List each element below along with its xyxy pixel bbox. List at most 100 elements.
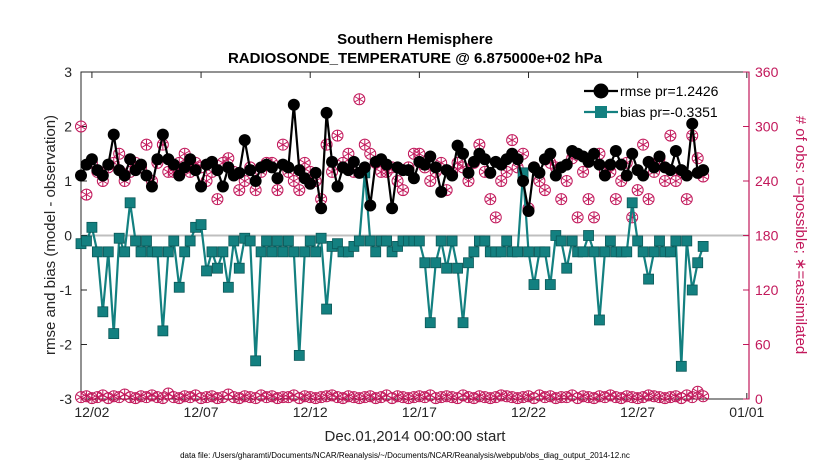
bias-point (195, 219, 207, 231)
obs-assimilated-point (207, 391, 217, 402)
bias-point (364, 235, 376, 247)
obs-assimilated-point (403, 393, 414, 404)
obs-assimilated-point (245, 392, 255, 403)
bias-point (102, 246, 114, 258)
obs-assimilated-point (141, 392, 152, 403)
obs-possible-point (293, 184, 306, 197)
bias-point (370, 246, 382, 258)
obs-assimilated-point (349, 392, 359, 403)
y-tick-label: 0 (64, 228, 72, 244)
bias-point (386, 246, 398, 258)
obs-assimilated-point (436, 392, 446, 403)
obs-assimilated-point (496, 390, 506, 401)
rmse-point (266, 161, 279, 174)
obs-possible-point (538, 184, 551, 197)
obs-assimilated-point (578, 391, 588, 402)
y-tick-label-right: 120 (755, 282, 779, 298)
rmse-point (326, 155, 339, 168)
obs-assimilated-point (502, 166, 512, 177)
obs-possible-point (396, 184, 409, 197)
obs-possible-point (233, 184, 246, 197)
bias-point (539, 246, 551, 258)
bias-point (86, 221, 98, 233)
bias-point (528, 279, 540, 290)
bias-point (233, 262, 245, 274)
bias-point (141, 235, 152, 247)
bias-point (468, 246, 480, 258)
rmse-point (593, 158, 606, 171)
obs-assimilated-point (545, 391, 555, 402)
bias-point (544, 279, 556, 290)
y-tick-label-right: 240 (755, 173, 779, 189)
obs-assimilated-point (360, 139, 370, 150)
y-tick-label-right: 300 (755, 119, 779, 135)
obs-assimilated-point (343, 148, 354, 159)
obs-assimilated-point (540, 185, 550, 196)
rmse-point (304, 177, 317, 190)
obs-possible-point (276, 138, 289, 151)
bias-point (157, 325, 169, 337)
rmse-point (151, 153, 164, 166)
obs-assimilated-point (321, 391, 332, 402)
bias-point (173, 281, 185, 293)
bias-point (648, 246, 660, 258)
rmse-point (424, 150, 437, 163)
y-tick-label: -3 (60, 391, 73, 407)
obs-possible-point (287, 175, 300, 187)
rmse-point (626, 147, 639, 160)
bias-point (381, 235, 393, 247)
obs-assimilated-point (300, 391, 310, 402)
obs-assimilated-point (507, 135, 517, 146)
bias-point (108, 328, 120, 340)
bias-point (681, 235, 693, 247)
rmse-point (244, 164, 257, 177)
legend-rmse-label: rmse pr=1.2426 (620, 83, 719, 99)
bias-point (452, 262, 463, 274)
obs-assimilated-point (513, 393, 523, 404)
obs-possible-point (489, 211, 502, 224)
obs-assimilated-point (338, 393, 348, 404)
obs-assimilated-point (507, 392, 517, 403)
bias-point (599, 246, 611, 258)
obs-assimilated-point (594, 391, 605, 402)
bias-point (446, 235, 458, 247)
obs-assimilated-point (294, 393, 304, 404)
bias-point (315, 232, 327, 244)
obs-possible-point (588, 211, 601, 224)
obs-assimilated-point (92, 392, 102, 403)
legend: rmse pr=1.2426 bias pr=-0.3351 (584, 83, 719, 120)
obs-assimilated-point (523, 391, 534, 402)
obs-assimilated-point (665, 130, 676, 141)
bias-point (561, 262, 573, 274)
y-axis-label: rmse and bias (model - observation) (42, 115, 59, 355)
obs-assimilated-point (463, 392, 474, 403)
obs-possible-point (560, 175, 573, 187)
obs-assimilated-point (87, 393, 97, 404)
bias-point (113, 232, 125, 244)
rmse-point (184, 153, 197, 166)
obs-possible-point (80, 188, 93, 201)
bias-point (91, 246, 103, 258)
bias-point (413, 235, 425, 247)
obs-assimilated-point (671, 176, 681, 186)
obs-assimilated-point (693, 386, 703, 397)
obs-possible-point (664, 129, 677, 142)
obs-assimilated-point (392, 391, 403, 402)
bias-point (152, 246, 163, 258)
bias-point (255, 246, 267, 258)
rmse-point (282, 161, 295, 174)
obs-assimilated-point (551, 393, 561, 404)
obs-assimilated-point (480, 392, 490, 403)
obs-assimilated-point (311, 393, 321, 404)
rmse-point (85, 153, 98, 166)
obs-assimilated-point (447, 392, 457, 403)
obs-assimilated-point (660, 393, 670, 404)
obs-assimilated-point (409, 392, 419, 403)
x-tick-label: 12/22 (511, 404, 546, 420)
obs-assimilated-point (180, 391, 190, 402)
bias-point (495, 246, 507, 258)
obs-assimilated-point (573, 212, 583, 223)
obs-assimilated-point (152, 392, 163, 403)
obs-assimilated-point (300, 157, 310, 168)
obs-assimilated-point (125, 392, 135, 403)
